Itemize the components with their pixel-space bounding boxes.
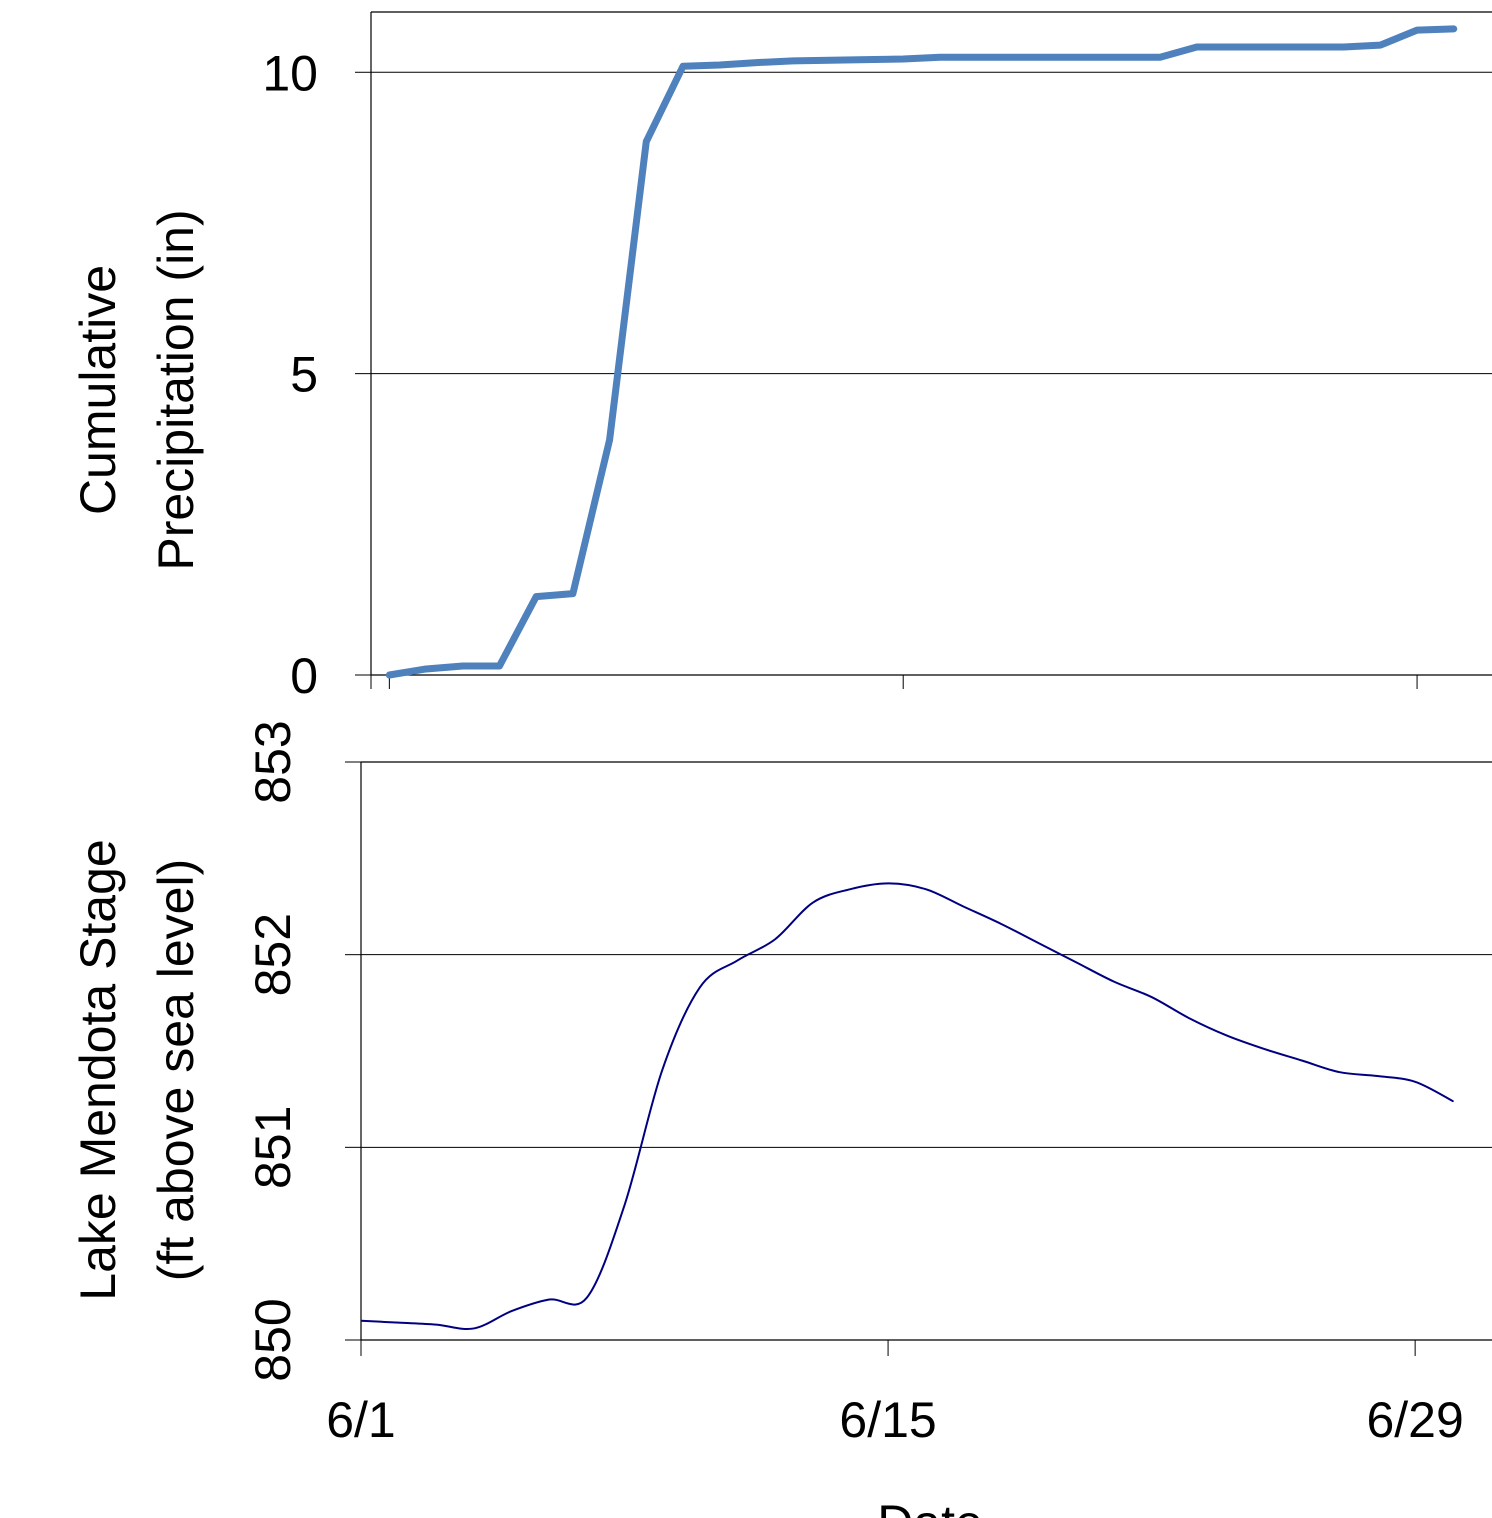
- y-tick-label: 853: [245, 720, 301, 803]
- x-axis-title: Date: [877, 1495, 983, 1518]
- y-axis-title: Cumulative: [70, 265, 126, 515]
- x-tick-label: 6/29: [1366, 1392, 1463, 1448]
- y-axis-title: Precipitation (in): [148, 209, 204, 570]
- y-tick-label: 10: [262, 45, 318, 101]
- precipitation-series-line: [385, 25, 1458, 679]
- y-tick-label: 0: [290, 648, 318, 704]
- y-axis-title: Lake Mendota Stage: [70, 839, 126, 1300]
- precipitation-chart: 0 5 10 Cumulative Precipitation (in): [70, 11, 1492, 704]
- lake-stage-series-line: [361, 882, 1454, 1330]
- y-axis-title: (ft above sea level): [148, 859, 204, 1281]
- y-tick-label: 5: [290, 347, 318, 403]
- y-tick-label: 850: [245, 1298, 301, 1381]
- x-tick-label: 6/15: [839, 1392, 936, 1448]
- x-tick-label: 6/1: [326, 1392, 396, 1448]
- y-tick-label: 851: [245, 1106, 301, 1189]
- y-tick-label: 852: [245, 913, 301, 996]
- lake-stage-chart: 850 851 852 853 6/1 6/15 6/29 Lake Mendota Stag…: [70, 720, 1492, 1518]
